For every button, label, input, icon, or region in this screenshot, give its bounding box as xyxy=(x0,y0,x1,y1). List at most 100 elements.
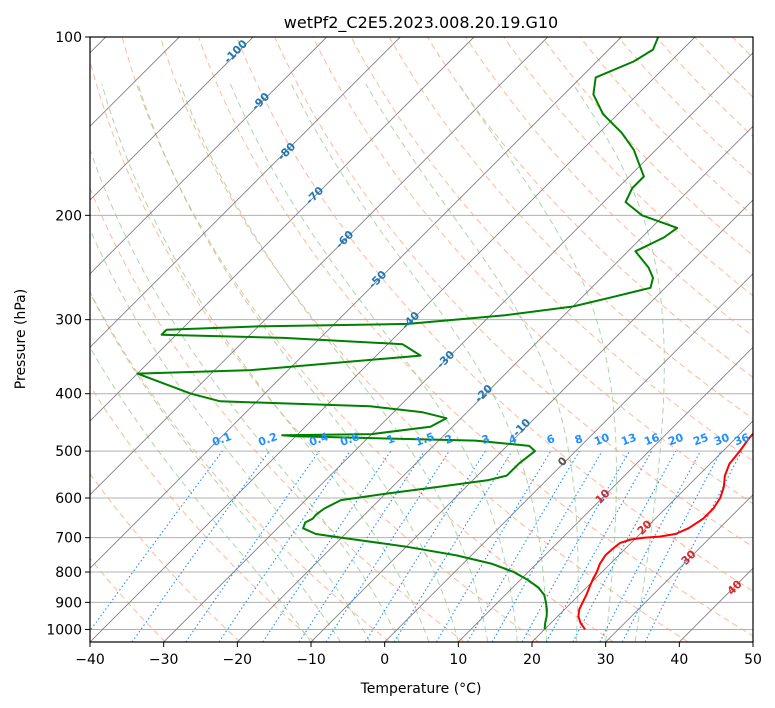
mixing-ratio-label: 0.6 xyxy=(338,430,361,449)
isotherm-line xyxy=(457,346,753,642)
x-axis-label: Temperature (°C) xyxy=(360,681,482,697)
isotherm-line xyxy=(531,420,753,642)
y-tick-label: 200 xyxy=(55,208,82,224)
isotherm-line xyxy=(90,37,696,642)
dry-adiabat-line xyxy=(90,291,390,642)
dry-adiabat-line xyxy=(617,37,753,177)
dry-adiabat-line xyxy=(312,37,753,505)
x-tick-label: 0 xyxy=(380,652,389,668)
moist-adiabat-line xyxy=(137,83,459,642)
mixing-ratio-line xyxy=(491,450,603,642)
dry-adiabat-line xyxy=(90,384,316,642)
x-tick-label: 40 xyxy=(670,652,688,668)
y-tick-label: 300 xyxy=(55,313,82,329)
dry-adiabat-line xyxy=(90,59,540,642)
mixing-ratio-line xyxy=(521,450,630,642)
moist-adiabat-line xyxy=(90,228,371,642)
isotherm-line xyxy=(90,37,254,201)
isotherm-line xyxy=(90,37,475,422)
x-tick-label: 10 xyxy=(449,652,467,668)
mixing-ratio-line xyxy=(185,450,320,642)
x-tick-label: 30 xyxy=(597,652,615,668)
dry-adiabat-line xyxy=(388,37,753,420)
mixing-ratio-line xyxy=(467,450,580,642)
y-axis: 100 200 300 400 500 600 700 800 900 1000 xyxy=(46,30,90,638)
mixing-ratio-label: 13 xyxy=(619,431,638,448)
mixing-ratio-label: 25 xyxy=(691,431,710,448)
dry-adiabat-line xyxy=(274,37,753,548)
mixing-ratio-label: 30 xyxy=(712,431,731,449)
mixing-ratio-line xyxy=(325,450,450,642)
dry-adiabat-line xyxy=(236,37,753,592)
x-axis: −40 −30 −20 −10 0 10 20 30 40 50 xyxy=(75,642,762,668)
y-tick-label: 400 xyxy=(55,387,82,403)
mixing-ratio-label: 1 xyxy=(385,432,397,447)
y-tick-label: 1000 xyxy=(46,622,82,638)
moist-adiabat-line xyxy=(229,83,518,642)
temperature-line xyxy=(577,432,753,630)
x-tick-label: −30 xyxy=(149,652,179,668)
y-tick-label: 800 xyxy=(55,565,82,581)
dry-adiabat-line xyxy=(198,37,753,637)
plot-frame xyxy=(89,36,754,643)
mixing-ratio-label: 16 xyxy=(642,431,661,449)
moist-adiabat-line xyxy=(90,292,341,642)
mixing-ratio-label: 2 xyxy=(443,432,455,447)
mixing-ratio-line xyxy=(435,450,552,642)
mixing-ratio-line xyxy=(572,450,677,642)
x-tick-label: 20 xyxy=(523,652,541,668)
moist-adiabat-line xyxy=(101,83,430,642)
mixing-ratio-label: 3 xyxy=(480,432,492,447)
moist-adiabat-line xyxy=(365,83,579,642)
dry-adiabat-line xyxy=(503,37,753,297)
isotherm-line xyxy=(310,199,753,642)
isotherm-line xyxy=(90,37,549,496)
dry-adiabat-line xyxy=(90,186,465,642)
mixing-ratio-label: 0.4 xyxy=(307,430,330,449)
mixing-ratio-label: 1.5 xyxy=(413,430,436,449)
x-tick-label: 50 xyxy=(744,652,762,668)
mixing-ratio-label: 10 xyxy=(592,431,611,449)
mixing-ratio-line xyxy=(90,450,223,632)
mixing-ratio-line xyxy=(131,450,270,642)
isotherm-line xyxy=(90,37,328,275)
isotherm-line xyxy=(384,273,753,642)
mixing-ratio-line xyxy=(545,450,653,642)
moist-adiabat-line xyxy=(179,83,489,642)
isotherm-line xyxy=(163,52,753,642)
y-tick-label: 500 xyxy=(55,444,82,460)
x-tick-label: −10 xyxy=(296,652,326,668)
moist-adiabat-line xyxy=(572,83,665,642)
mixing-ratio-label: 36 xyxy=(732,431,751,449)
mixing-ratio-label: 6 xyxy=(545,432,557,447)
sounding-lines xyxy=(136,37,753,630)
mixing-ratio-label: 0.2 xyxy=(256,430,279,449)
y-tick-label: 600 xyxy=(55,491,82,507)
background-lines xyxy=(90,37,753,642)
mixing-ratio-label: 4 xyxy=(507,432,519,447)
mixing-ratio-line xyxy=(364,450,486,642)
x-tick-label: −40 xyxy=(75,652,105,668)
dry-adiabat-line xyxy=(121,37,614,642)
isotherm-line xyxy=(605,494,753,642)
mixing-ratio-line xyxy=(218,450,351,642)
mixing-ratio-label: 0.1 xyxy=(210,430,233,449)
y-tick-label: 700 xyxy=(55,531,82,547)
dry-adiabat-line xyxy=(426,37,753,378)
moist-adiabat-line xyxy=(458,83,617,642)
mixing-ratio-line xyxy=(393,450,513,642)
isotherm-line xyxy=(236,125,753,642)
isotherm-line xyxy=(90,37,401,348)
y-tick-label: 900 xyxy=(55,595,82,611)
moist-adiabat-line xyxy=(90,346,312,642)
moist-adiabat-line xyxy=(90,148,400,642)
y-axis-label: Pressure (hPa) xyxy=(13,289,29,389)
mixing-ratio-label: 8 xyxy=(573,432,585,447)
chart-title: wetPf2_C2E5.2023.008.20.19.G10 xyxy=(284,13,558,33)
dewpoint-line xyxy=(136,37,679,630)
y-tick-label: 100 xyxy=(55,30,82,46)
mixing-ratio-label: 20 xyxy=(666,431,685,449)
x-tick-label: −20 xyxy=(223,652,253,668)
